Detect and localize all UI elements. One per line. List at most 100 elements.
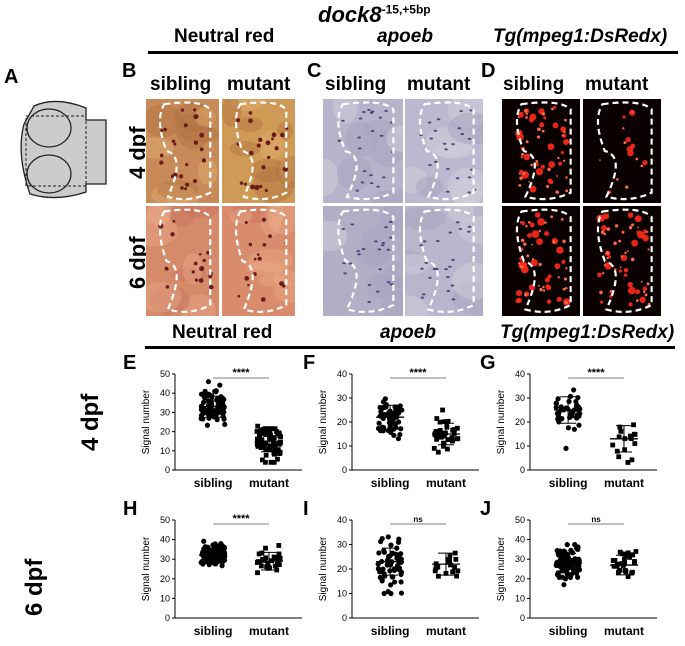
y-tick-label: 10: [160, 593, 170, 603]
data-point: [272, 555, 278, 560]
y-axis-label: Signal number: [496, 389, 507, 454]
img-tg-6dpf-mutant: [583, 206, 661, 316]
y-tick-label: 30: [160, 554, 170, 564]
data-point: [574, 412, 581, 418]
data-point: [198, 412, 204, 419]
region-box: [25, 115, 87, 187]
data-point: [271, 435, 277, 440]
data-point: [454, 573, 459, 579]
data-point: [219, 559, 226, 565]
data-point: [449, 435, 455, 441]
larva-head-diagram: [20, 100, 107, 199]
d-sibling-label: sibling: [503, 74, 565, 95]
data-point: [455, 568, 461, 574]
img-neutralred-6dpf-sibling: [146, 206, 219, 316]
data-point: [203, 557, 209, 563]
data-point: [259, 550, 265, 556]
y-axis-label: Signal number: [318, 389, 329, 454]
data-point: [214, 396, 220, 402]
data-point: [442, 419, 448, 425]
y-axis-label: Signal number: [141, 536, 152, 601]
c-sibling-label: sibling: [325, 74, 387, 95]
data-point: [628, 433, 633, 439]
y-tick-label: 0: [342, 465, 347, 475]
data-point: [214, 407, 220, 413]
data-point: [201, 407, 207, 413]
data-point: [435, 564, 441, 570]
data-point: [448, 562, 453, 568]
data-point: [255, 423, 261, 429]
data-point: [565, 425, 571, 431]
y-tick-label: 30: [515, 554, 525, 564]
b-mutant-label: mutant: [227, 74, 291, 95]
data-point: [263, 459, 268, 465]
y-tick-label: 10: [337, 441, 347, 451]
data-point: [398, 579, 404, 585]
header-neutral-red: Neutral red: [174, 26, 275, 47]
data-point: [633, 549, 639, 554]
data-point: [575, 546, 581, 553]
data-point: [258, 563, 264, 569]
data-point: [201, 538, 207, 544]
data-point: [445, 446, 450, 452]
b-sibling-label: sibling: [150, 74, 212, 95]
y-tick-label: 50: [160, 369, 170, 379]
data-point: [631, 431, 637, 437]
data-point: [576, 422, 582, 428]
data-point: [568, 547, 574, 553]
data-point: [398, 590, 405, 596]
y-tick-label: 40: [515, 369, 525, 379]
y-tick-label: 20: [515, 417, 525, 427]
y-tick-label: 0: [342, 613, 347, 623]
data-point: [624, 551, 630, 557]
data-point: [452, 550, 458, 556]
data-point: [625, 574, 631, 579]
data-point: [221, 416, 227, 422]
data-point: [554, 410, 561, 416]
x-tick-label: sibling: [371, 624, 410, 638]
data-point: [388, 590, 394, 597]
header-rule-top: [148, 51, 678, 54]
data-point: [391, 567, 397, 573]
y-tick-label: 30: [337, 540, 347, 550]
y-tick-label: 40: [160, 535, 170, 545]
data-point: [398, 426, 404, 432]
data-point: [572, 556, 578, 562]
panel-letter-g: G: [480, 352, 496, 374]
data-point: [445, 418, 451, 424]
data-point: [437, 427, 443, 433]
chart-f: 0 10 20 30 40 Signal number sibling mutant ****: [318, 367, 479, 490]
data-point: [566, 398, 572, 405]
x-tick-label: sibling: [371, 476, 410, 490]
data-point: [431, 445, 437, 451]
data-point: [381, 547, 387, 554]
data-point: [376, 420, 382, 426]
panel-letter-a: A: [4, 66, 19, 88]
header-apoeb-2: apoeb: [380, 322, 436, 343]
data-point: [616, 454, 622, 460]
significance-label: ****: [587, 367, 605, 379]
data-point: [631, 422, 636, 428]
data-point: [397, 560, 403, 566]
data-point: [614, 448, 620, 454]
data-point: [444, 424, 450, 430]
data-point: [267, 434, 273, 440]
x-tick-label: sibling: [194, 624, 233, 638]
y-tick-label: 40: [160, 388, 170, 398]
data-point: [204, 422, 211, 428]
data-point: [218, 540, 224, 547]
c-mutant-label: mutant: [407, 74, 471, 95]
img-neutralred-6dpf-mutant: [222, 206, 295, 316]
data-point: [437, 419, 443, 425]
data-point: [257, 559, 263, 565]
img-apoeb-4dpf-mutant: [405, 99, 483, 203]
data-point: [630, 569, 635, 575]
data-point: [271, 459, 277, 465]
data-point: [261, 427, 267, 433]
data-point: [434, 416, 440, 421]
y-axis-label: Signal number: [318, 536, 329, 601]
data-point: [441, 443, 446, 449]
chart-h: 0 10 20 30 40 50 Signal number sibling mutant ***…: [141, 513, 302, 638]
data-point: [391, 410, 397, 417]
data-point: [452, 427, 457, 432]
